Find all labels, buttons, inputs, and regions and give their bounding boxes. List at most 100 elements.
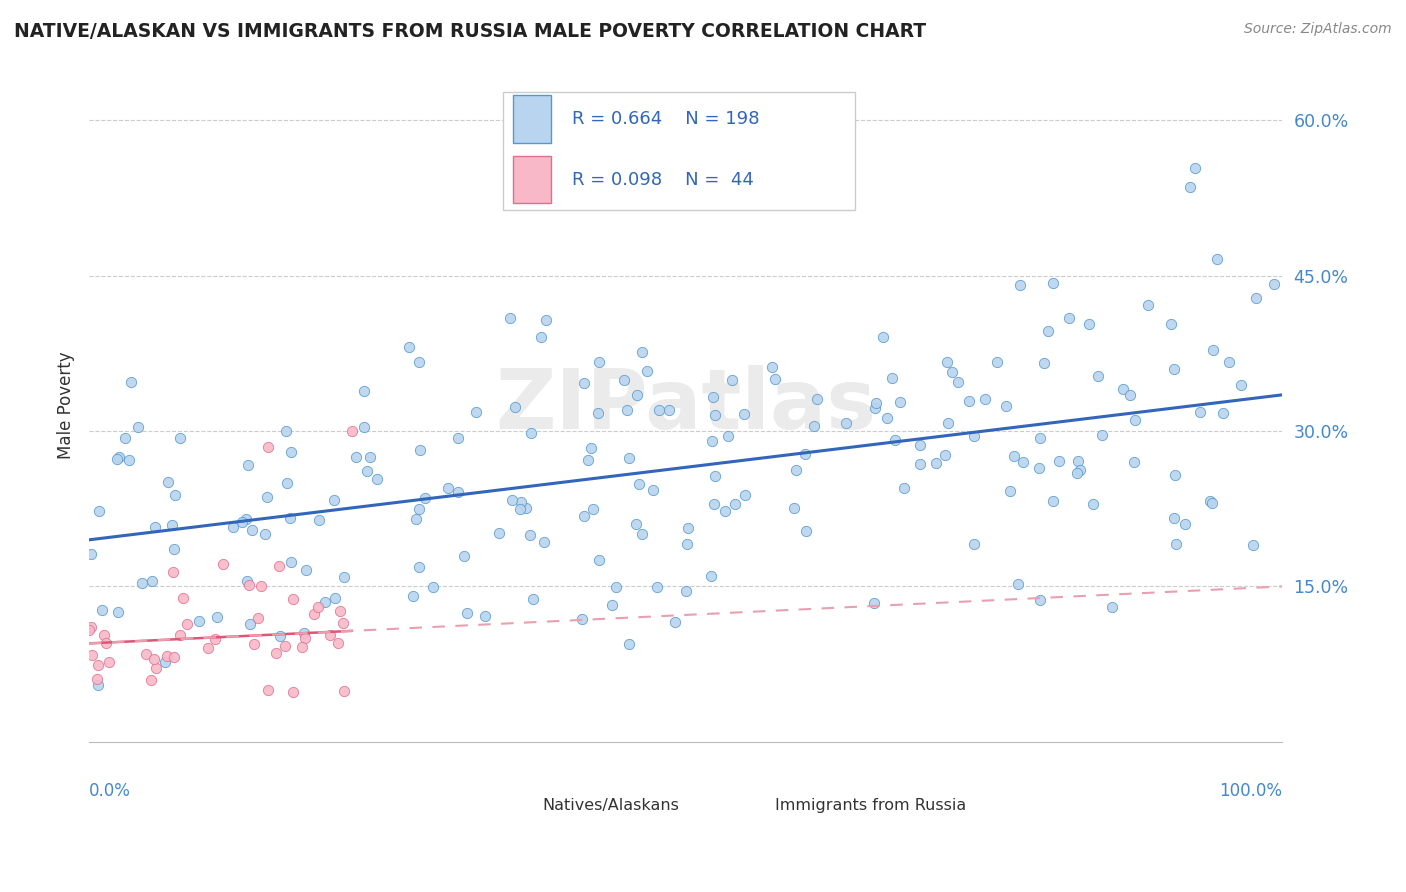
Point — [1069, 463, 1091, 477]
Point — [328, 636, 350, 650]
Point — [1174, 516, 1197, 531]
Point — [872, 330, 894, 344]
Text: 100.0%: 100.0% — [1219, 782, 1282, 800]
Point — [519, 528, 541, 542]
Point — [87, 504, 110, 518]
Point — [107, 450, 129, 464]
Point — [319, 628, 342, 642]
Point — [278, 511, 301, 525]
Point — [806, 392, 828, 406]
Point — [1163, 510, 1185, 524]
Point — [409, 443, 432, 458]
Point — [276, 475, 298, 490]
Point — [1136, 298, 1159, 312]
Point — [1123, 454, 1146, 468]
Point — [408, 501, 430, 516]
Point — [283, 592, 305, 607]
Point — [572, 509, 595, 524]
Point — [329, 604, 352, 618]
Text: Natives/Alaskans: Natives/Alaskans — [543, 798, 679, 814]
Point — [803, 419, 825, 434]
Point — [242, 524, 264, 538]
Point — [274, 639, 297, 653]
Point — [941, 365, 963, 379]
Point — [973, 392, 995, 406]
Text: ZIPatlas: ZIPatlas — [495, 365, 876, 446]
Point — [294, 564, 316, 578]
Point — [246, 610, 269, 624]
Point — [702, 434, 724, 448]
Point — [80, 547, 103, 561]
Point — [236, 458, 259, 473]
Point — [703, 408, 725, 422]
Point — [910, 437, 932, 451]
Point — [793, 447, 815, 461]
Point — [340, 424, 363, 438]
Point — [453, 549, 475, 564]
Point — [530, 330, 553, 344]
Point — [456, 606, 478, 620]
Y-axis label: Male Poverty: Male Poverty — [58, 351, 75, 459]
Text: 0.0%: 0.0% — [89, 782, 131, 800]
Point — [87, 658, 110, 673]
Point — [308, 599, 330, 614]
Point — [704, 469, 727, 483]
Point — [135, 647, 157, 661]
Point — [118, 453, 141, 467]
Point — [243, 637, 266, 651]
FancyBboxPatch shape — [513, 95, 551, 143]
Point — [114, 431, 136, 445]
Point — [1029, 593, 1052, 607]
Point — [724, 497, 747, 511]
Point — [733, 407, 755, 421]
Point — [153, 655, 176, 669]
Point — [269, 629, 291, 643]
Point — [794, 524, 817, 538]
Point — [280, 445, 302, 459]
Point — [107, 605, 129, 619]
Point — [408, 559, 430, 574]
Point — [156, 475, 179, 489]
Point — [238, 578, 260, 592]
Point — [761, 360, 783, 375]
Point — [291, 640, 314, 655]
Point — [716, 428, 738, 442]
Point — [96, 635, 118, 649]
Point — [957, 393, 980, 408]
Point — [156, 649, 179, 664]
Point — [1160, 318, 1182, 332]
Point — [422, 580, 444, 594]
Point — [720, 374, 742, 388]
Point — [571, 612, 593, 626]
Point — [579, 441, 602, 455]
Point — [588, 355, 610, 369]
Point — [86, 672, 108, 686]
Point — [1189, 405, 1212, 419]
Point — [80, 648, 103, 662]
Point — [143, 519, 166, 533]
Point — [145, 661, 167, 675]
Text: NATIVE/ALASKAN VS IMMIGRANTS FROM RUSSIA MALE POVERTY CORRELATION CHART: NATIVE/ALASKAN VS IMMIGRANTS FROM RUSSIA… — [14, 22, 927, 41]
Point — [1047, 454, 1070, 468]
Point — [936, 355, 959, 369]
Text: R = 0.098    N =  44: R = 0.098 N = 44 — [572, 170, 754, 188]
Point — [522, 592, 544, 607]
Point — [501, 492, 523, 507]
Point — [600, 598, 623, 612]
Point — [1033, 356, 1056, 370]
Point — [86, 678, 108, 692]
Point — [127, 420, 149, 434]
Point — [333, 683, 356, 698]
Point — [239, 616, 262, 631]
Point — [586, 406, 609, 420]
Point — [1263, 277, 1285, 292]
Point — [1057, 310, 1080, 325]
Point — [353, 384, 375, 398]
Point — [267, 558, 290, 573]
Point — [402, 590, 425, 604]
Point — [294, 632, 316, 646]
Point — [880, 371, 903, 385]
Text: Source: ZipAtlas.com: Source: ZipAtlas.com — [1244, 22, 1392, 37]
Point — [1029, 431, 1052, 445]
Point — [664, 615, 686, 630]
